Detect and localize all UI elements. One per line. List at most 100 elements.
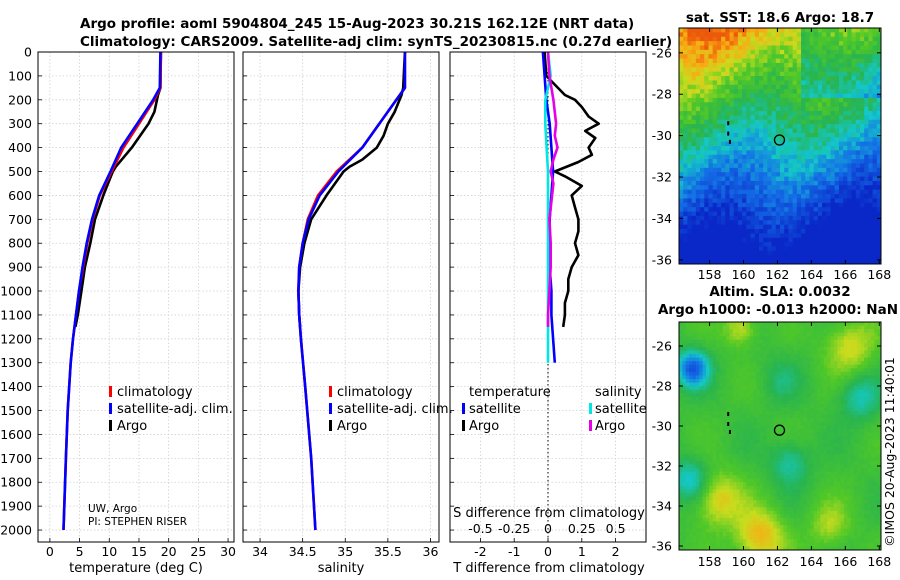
heatmap-cell bbox=[854, 354, 859, 359]
heatmap-cell bbox=[809, 224, 815, 230]
heatmap-cell bbox=[813, 329, 818, 334]
heatmap-cell bbox=[689, 379, 694, 384]
heatmap-cell bbox=[822, 233, 827, 239]
heatmap-cell bbox=[851, 198, 857, 204]
heatmap-cell bbox=[783, 386, 788, 391]
heatmap-cell bbox=[790, 329, 795, 334]
heatmap-cell bbox=[721, 220, 726, 226]
heatmap-cell bbox=[739, 439, 744, 444]
heatmap-cell bbox=[806, 350, 811, 355]
heatmap-cell bbox=[837, 439, 842, 444]
heatmap-cell bbox=[834, 132, 840, 138]
heatmap-cell bbox=[758, 229, 764, 235]
heatmap-cell bbox=[855, 150, 861, 156]
heatmap-cell bbox=[766, 396, 771, 401]
heatmap-cell bbox=[695, 28, 701, 33]
heatmap-cell bbox=[864, 436, 869, 441]
heatmap-cell bbox=[780, 137, 785, 143]
heatmap-cell bbox=[689, 396, 694, 401]
heatmap-cell bbox=[805, 119, 811, 125]
heatmap-cell bbox=[874, 418, 879, 423]
heatmap-cell bbox=[834, 255, 840, 261]
heatmap-cell bbox=[773, 336, 778, 341]
heatmap-cell bbox=[851, 167, 857, 173]
heatmap-cell bbox=[809, 237, 815, 243]
heatmap-cell bbox=[780, 97, 785, 103]
heatmap-cell bbox=[766, 364, 771, 369]
heatmap-cell bbox=[726, 396, 731, 401]
heatmap-cell bbox=[851, 80, 857, 86]
heatmap-cell bbox=[753, 368, 758, 373]
heatmap-cell bbox=[786, 329, 791, 334]
heatmap-cell bbox=[813, 443, 818, 448]
heatmap-cell bbox=[790, 443, 795, 448]
heatmap-cell bbox=[876, 185, 881, 191]
heatmap-cell bbox=[830, 119, 836, 125]
heatmap-cell bbox=[874, 411, 879, 416]
heatmap-cell bbox=[721, 242, 726, 248]
heatmap-cell bbox=[729, 62, 735, 68]
heatmap-cell bbox=[834, 150, 840, 156]
heatmap-cell bbox=[792, 189, 798, 195]
heatmap-cell bbox=[732, 354, 737, 359]
heatmap-cell bbox=[838, 255, 844, 261]
heatmap-cell bbox=[709, 322, 714, 327]
heatmap-cell bbox=[820, 414, 825, 419]
heatmap-cell bbox=[767, 180, 773, 186]
heatmap-cell bbox=[850, 325, 855, 330]
heatmap-cell bbox=[806, 343, 811, 348]
heatmap-cell bbox=[783, 432, 788, 437]
heatmap-cell bbox=[826, 167, 832, 173]
heatmap-cell bbox=[725, 141, 731, 147]
heatmap-cell bbox=[800, 400, 805, 405]
heatmap-cell bbox=[822, 246, 827, 252]
heatmap-cell bbox=[742, 124, 747, 130]
heatmap-cell bbox=[687, 255, 693, 261]
heatmap-cell bbox=[716, 198, 722, 204]
heatmap-cell bbox=[790, 382, 795, 387]
heatmap-cell bbox=[712, 364, 717, 369]
heatmap-cell bbox=[742, 428, 747, 434]
heatmap-cell bbox=[803, 332, 808, 337]
heatmap-cell bbox=[854, 389, 859, 394]
heatmap-cell bbox=[822, 111, 827, 117]
heatmap-cell bbox=[759, 414, 764, 419]
heatmap-cell bbox=[877, 407, 881, 412]
heatmap-cell bbox=[758, 141, 764, 147]
heatmap-cell bbox=[867, 361, 872, 366]
heatmap-cell bbox=[699, 339, 704, 344]
heatmap-cell bbox=[813, 167, 819, 173]
heatmap-cell bbox=[749, 346, 754, 352]
heatmap-cell bbox=[769, 436, 774, 441]
heatmap-cell bbox=[796, 382, 801, 387]
heatmap-cell bbox=[806, 336, 811, 341]
heatmap-cell bbox=[750, 119, 756, 125]
heatmap-cell bbox=[827, 329, 832, 334]
heatmap-cell bbox=[838, 106, 844, 112]
heatmap-cell bbox=[705, 439, 710, 444]
heatmap-cell bbox=[813, 194, 819, 200]
heatmap-cell bbox=[687, 233, 693, 239]
heatmap-cell bbox=[784, 229, 790, 235]
heatmap-cell bbox=[695, 32, 701, 38]
heatmap-cell bbox=[708, 115, 714, 121]
heatmap-cell bbox=[822, 229, 827, 235]
heatmap-cell bbox=[750, 242, 756, 248]
heatmap-cell bbox=[742, 364, 747, 369]
heatmap-cell bbox=[679, 76, 684, 82]
heatmap-cell bbox=[822, 141, 827, 147]
heatmap-cell bbox=[709, 343, 714, 348]
heatmap-cell bbox=[756, 322, 761, 327]
heatmap-cell bbox=[833, 418, 838, 423]
heatmap-cell bbox=[683, 141, 689, 147]
heatmap-cell bbox=[780, 202, 785, 208]
heatmap-cell bbox=[704, 207, 710, 213]
heatmap-cell bbox=[742, 332, 747, 337]
heatmap-cell bbox=[810, 361, 815, 366]
heatmap-cell bbox=[806, 403, 811, 409]
heatmap-cell bbox=[737, 58, 743, 64]
heatmap-cell bbox=[775, 237, 781, 243]
heatmap-cell bbox=[733, 124, 739, 130]
heatmap-cell bbox=[766, 439, 771, 444]
heatmap-cell bbox=[737, 45, 743, 51]
